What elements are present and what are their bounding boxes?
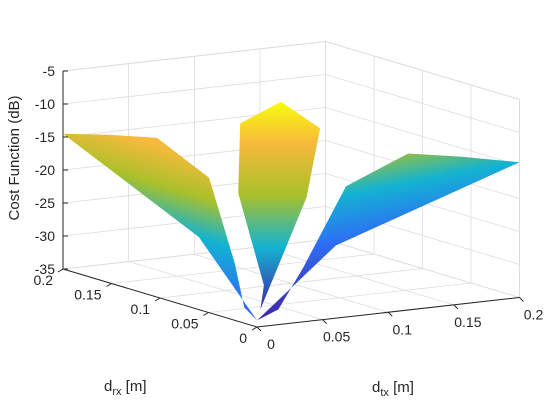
z-gridline <box>62 206 520 265</box>
x-tick-label: 0.15 <box>454 314 481 330</box>
y-tick-label: 0.1 <box>131 301 151 317</box>
x-tick <box>322 319 327 324</box>
x-tick <box>453 304 459 310</box>
z-tick-label: -20 <box>35 162 55 178</box>
x-axis-label-unit: [m] <box>389 379 414 396</box>
x-tick <box>387 311 393 317</box>
z-gridline <box>62 41 520 100</box>
y-axis-label: drx [m] <box>104 378 147 398</box>
surface-left-arm <box>63 133 257 321</box>
y-tick-label: 0 <box>239 330 247 346</box>
y-tick <box>106 283 112 287</box>
surface-central-lobe-face <box>238 101 321 310</box>
y-axis-label-sub: rx <box>112 386 122 398</box>
surface-right-arm-face <box>257 153 520 321</box>
y-tick <box>203 312 209 316</box>
y-axis-label-main: d <box>104 378 112 395</box>
z-tick-label: -25 <box>35 195 55 211</box>
x-axis-label: dtx [m] <box>372 379 414 399</box>
y-tick <box>57 268 64 273</box>
z-gridline <box>62 239 520 298</box>
surface-right-arm <box>257 153 520 321</box>
x-tick-label: 0.1 <box>393 321 413 337</box>
surface <box>63 101 520 321</box>
y-tick-label: 0.2 <box>34 272 54 288</box>
x-tick-label: 0.05 <box>323 329 350 345</box>
x-axis-label-sub: tx <box>380 387 389 399</box>
z-tick-label: -5 <box>43 63 56 79</box>
labels: 0 0.05 0.1 0.15 0.200.050.10.150.2-35-30-25-… <box>34 63 544 352</box>
x-tick-label: 0 <box>267 336 275 352</box>
y-axis-label-unit: [m] <box>122 378 147 395</box>
surface-central-lobe <box>238 101 321 310</box>
z-tick-label: -15 <box>35 129 55 145</box>
x-tick <box>256 326 262 332</box>
y-tick <box>251 326 258 331</box>
y-tick <box>154 297 161 302</box>
x-axis-label-main: d <box>372 379 380 396</box>
y-tick-label: 0.15 <box>74 287 101 303</box>
x-tick-label: 0.2 <box>524 307 544 323</box>
z-gridline <box>62 107 520 166</box>
z-axis-label: Cost Function (dB) <box>6 95 23 220</box>
z-tick-label: -35 <box>35 261 55 277</box>
y-tick-label: 0.05 <box>171 316 198 332</box>
x-tick <box>519 297 524 302</box>
z-gridline <box>62 74 520 133</box>
z-tick-label: -10 <box>35 96 55 112</box>
axes <box>57 70 524 332</box>
surface-left-arm-face <box>63 133 257 321</box>
z-tick-label: -30 <box>35 228 55 244</box>
